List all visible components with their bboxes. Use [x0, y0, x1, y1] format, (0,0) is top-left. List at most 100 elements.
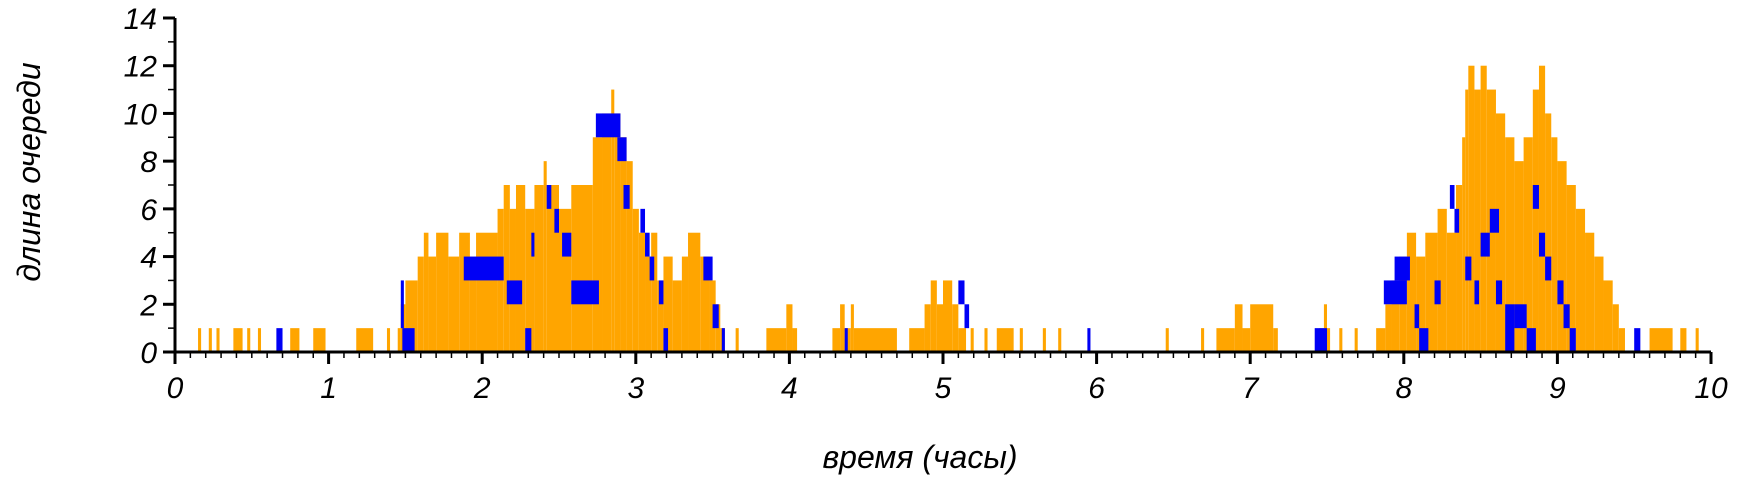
queue-bar — [936, 304, 943, 352]
queue-bar — [1201, 328, 1205, 352]
service-bar — [663, 328, 669, 352]
service-bar — [1465, 256, 1472, 281]
queue-bar — [417, 256, 424, 352]
queue-bar — [448, 256, 460, 352]
queue-bar — [571, 185, 593, 352]
service-bar — [571, 280, 599, 305]
service-bar — [617, 137, 627, 162]
queue-bar — [1480, 65, 1487, 352]
service-bar — [1569, 328, 1576, 352]
queue-bar — [1339, 328, 1343, 352]
queue-bar — [853, 328, 897, 352]
service-bar — [703, 256, 713, 281]
y-axis: 0 2 4 6 8 10 12 14 — [124, 3, 177, 370]
service-bar — [958, 280, 965, 305]
queue-bar — [645, 256, 652, 352]
service-bar — [1495, 280, 1503, 305]
service-bar — [640, 208, 646, 233]
queue-bar — [543, 161, 547, 352]
queue-bar — [1538, 65, 1546, 352]
queue-bar — [1465, 89, 1469, 353]
queue-bar — [1273, 328, 1278, 352]
queue-bar — [1042, 328, 1046, 352]
queue-bar — [792, 328, 798, 352]
x-tick-label: 5 — [935, 372, 952, 405]
queue-bar — [423, 232, 429, 352]
queue-bar — [1551, 137, 1558, 352]
service-bar — [658, 280, 664, 305]
queue-bar — [1446, 232, 1457, 352]
queue-bar — [534, 185, 544, 352]
queue-bar — [1514, 161, 1524, 352]
service-bar — [1526, 328, 1536, 352]
queue-bar — [970, 328, 974, 352]
x-tick-label: 6 — [1088, 372, 1105, 405]
queue-bar — [1532, 89, 1539, 353]
service-bar — [562, 232, 572, 257]
queue-bar — [233, 328, 243, 352]
service-bar — [1419, 328, 1429, 352]
x-tick-label: 9 — [1549, 372, 1566, 405]
queue-bar — [1603, 280, 1613, 352]
queue-bar — [832, 328, 841, 352]
service-bar — [1434, 280, 1441, 305]
x-tick-label: 0 — [167, 372, 184, 405]
service-bar — [649, 256, 655, 281]
service-bar — [1383, 280, 1407, 305]
service-bar — [712, 304, 719, 329]
service-bar — [595, 113, 621, 138]
service-bar — [1514, 304, 1527, 329]
service-bar — [531, 232, 535, 257]
queue-bar — [663, 256, 673, 352]
service-bar — [645, 232, 650, 257]
queue-bar — [620, 137, 627, 352]
queue-bar — [840, 304, 845, 352]
service-bar — [546, 185, 552, 209]
service-bar — [1563, 304, 1570, 329]
service-bar — [400, 280, 404, 329]
queue-bar — [436, 232, 449, 352]
service-bar — [844, 328, 848, 352]
queue-bar — [611, 89, 615, 353]
queue-bar — [1376, 328, 1386, 352]
queue-bar — [356, 328, 374, 352]
queue-bar — [766, 328, 787, 352]
queue-bar — [735, 328, 739, 352]
queue-bar — [602, 113, 612, 352]
queue-bar — [657, 280, 664, 352]
queue-bar — [996, 328, 1014, 352]
queue-bar — [638, 232, 646, 352]
queue-bar — [459, 232, 470, 352]
queue-bar — [1585, 232, 1595, 352]
service-bar — [554, 208, 559, 233]
queue-bar — [1618, 328, 1625, 352]
queue-bar — [515, 185, 526, 352]
queue-bar — [313, 328, 326, 352]
queue-bar — [672, 280, 682, 352]
queue-bar — [1695, 328, 1699, 352]
service-bar — [623, 185, 630, 209]
queue-bar — [1468, 65, 1475, 352]
plot-area — [198, 65, 1699, 353]
service-bar — [964, 304, 970, 329]
y-axis-title: длина очереди — [11, 62, 47, 281]
service-bar — [1557, 280, 1564, 305]
service-bar — [721, 328, 725, 352]
queue-bar — [428, 256, 437, 352]
service-bar — [1480, 232, 1490, 257]
y-tick-label: 4 — [140, 242, 157, 275]
service-bar — [1505, 304, 1515, 352]
queue-bar — [1165, 328, 1169, 352]
queue-bar — [850, 304, 854, 352]
queue-bar — [198, 328, 202, 352]
queue-bar — [1462, 137, 1466, 352]
queue-bar — [626, 161, 633, 352]
queue-bar — [1649, 328, 1673, 352]
queue-bar — [930, 280, 937, 352]
queue-bar — [909, 328, 925, 352]
queue-bar — [984, 328, 988, 352]
service-bar — [1532, 185, 1539, 209]
queue-bar — [386, 328, 391, 352]
queue-bar — [1058, 328, 1062, 352]
service-bar — [1474, 280, 1480, 305]
